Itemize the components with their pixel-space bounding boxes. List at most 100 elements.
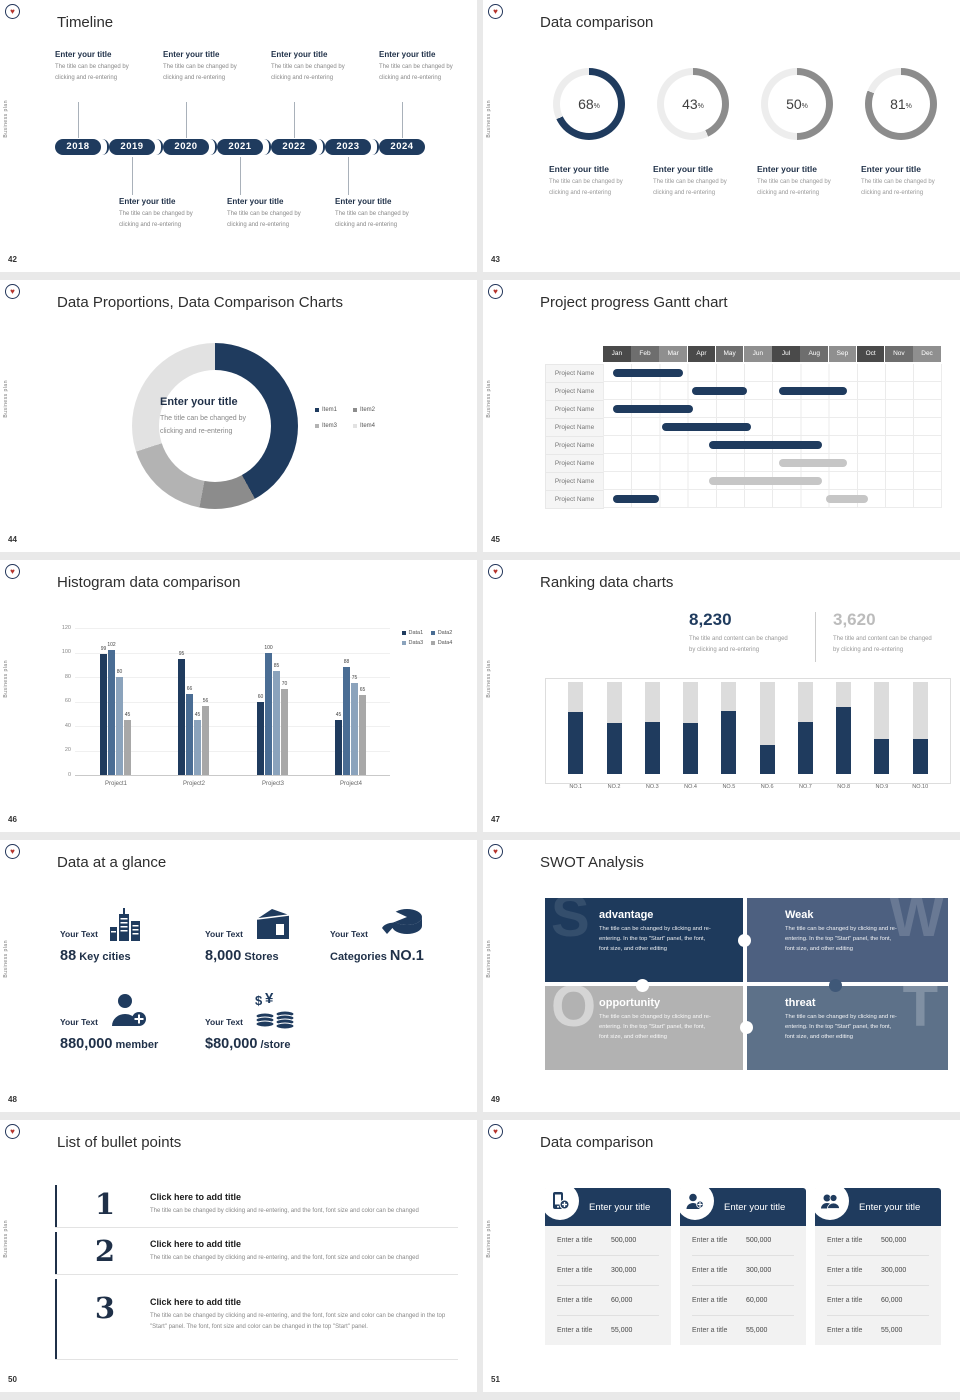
gantt-row-label: Project Name <box>545 382 604 401</box>
brand-logo-icon: ♥ <box>5 1124 20 1139</box>
slide-43-thumbnail[interactable]: ♥ Business plan Data comparison 43 68% En… <box>483 0 960 272</box>
bar-fill <box>912 739 928 774</box>
gantt-bar <box>779 387 847 395</box>
timeline-separator-icon <box>210 139 217 155</box>
swot-letter: T <box>902 986 938 1039</box>
pie-icon <box>381 909 422 934</box>
member-icon <box>111 994 146 1026</box>
timeline-entry-desc: The title can be changed by <box>119 211 193 217</box>
row-value: 55,000 <box>611 1327 633 1334</box>
bar <box>194 719 201 775</box>
progress-ring: 43% <box>657 68 729 140</box>
glance-item-members: Your Text 880,000 member <box>60 990 210 1053</box>
swot-heading: threat <box>785 997 816 1009</box>
row-label: Enter a title <box>827 1297 863 1304</box>
page-number: 48 <box>8 1095 17 1104</box>
bar-fill <box>759 744 775 774</box>
bullet-heading: Click here to add title <box>150 1297 242 1307</box>
x-axis-label: Project1 <box>104 781 127 787</box>
progress-ring-item: 43% Enter your title The title can be chan… <box>651 68 748 199</box>
card-row: Enter a title 60,000 <box>557 1286 659 1316</box>
card-body: Enter a title 500,000 Enter a title 300,000… <box>545 1226 671 1345</box>
legend-marker <box>315 424 319 428</box>
stat-value: 8,230 <box>689 610 732 629</box>
slide-47-thumbnail[interactable]: ♥ Business plan Ranking data charts 47 8… <box>483 560 960 832</box>
gantt-row-label: Project Name <box>545 364 604 383</box>
timeline-entry-desc: clicking and re-entering <box>163 74 226 81</box>
card-icon-circle <box>541 1182 579 1220</box>
y-axis-label: 60 <box>64 698 71 704</box>
vertical-brand-label: Business plan <box>486 1220 492 1258</box>
ring-item-desc: The title can be changed by <box>757 179 831 185</box>
gantt-month-header: May <box>715 346 744 362</box>
legend-label: Data1 <box>408 630 424 636</box>
slide-42-thumbnail[interactable]: ♥ Business plan Timeline 42 2018 2019 2020… <box>0 0 477 272</box>
histogram-canvas: 0 20 40 60 80 100 120 99 102 80 45 Project1 95 66 45 56… <box>0 560 477 832</box>
timeline-connector <box>132 157 133 195</box>
stat-desc: The title and content can be changed by … <box>689 636 788 654</box>
donut-chart <box>132 343 298 509</box>
card-row: Enter a title 60,000 <box>692 1286 794 1316</box>
slide-45-thumbnail[interactable]: ♥ Business plan Project progress Gantt c… <box>483 280 960 552</box>
progress-percent: 43 <box>682 96 698 112</box>
row-label: Enter a title <box>692 1297 728 1304</box>
slide-44-thumbnail[interactable]: ♥ Business plan Data Proportions, Data C… <box>0 280 477 552</box>
svg-text:¥: ¥ <box>265 992 274 1007</box>
timeline-entry-title: Enter your title <box>379 50 436 59</box>
row-label: Enter a title <box>557 1267 593 1274</box>
slide-46-thumbnail[interactable]: ♥ Business plan Histogram data compariso… <box>0 560 477 832</box>
x-axis-label: NO.4 <box>684 784 697 790</box>
timeline-canvas: 2018 2019 2020 2021 2022 2023 2024 Enter your t… <box>0 0 477 272</box>
slide-title: Data comparison <box>540 14 654 31</box>
bar <box>351 683 358 775</box>
vertical-brand-label: Business plan <box>486 940 492 978</box>
bullet-item-2: 2 Click here to add title The title can … <box>55 1232 458 1275</box>
ring-item-title: Enter your title <box>653 164 713 174</box>
gantt-month-header: Apr <box>687 346 716 362</box>
swot-quadrant-threat: T threat The title can be changed by cli… <box>747 986 948 1070</box>
y-axis-label: 40 <box>64 722 71 729</box>
timeline-entry-desc: clicking and re-entering <box>335 221 398 228</box>
swot-letter: W <box>889 898 944 949</box>
ranking-canvas: NO.1 NO.2 NO.3 NO.4 NO.5 NO.6 NO.7 NO.8 NO.9 NO.1… <box>483 560 960 832</box>
row-value: 55,000 <box>881 1327 903 1334</box>
page-number: 44 <box>8 535 17 544</box>
timeline-separator-icon <box>372 139 379 155</box>
swot-body: The title can be changed by clicking and… <box>785 1014 897 1041</box>
slide-title: Histogram data comparison <box>57 574 241 591</box>
legend-item: Item2 <box>353 407 375 413</box>
slide-48-thumbnail[interactable]: ♥ Business plan Data at a glance 48 Your… <box>0 840 477 1112</box>
bar <box>186 694 193 775</box>
comparison-card-1: Enter your title Enter a title 500,000 Ent… <box>541 1182 671 1345</box>
brand-logo-icon: ♥ <box>488 844 503 859</box>
timeline-entry-desc: clicking and re-entering <box>227 221 290 228</box>
bullet-item-3: 3 Click here to add title The title can … <box>55 1279 458 1360</box>
slide-51-thumbnail[interactable]: ♥ Business plan Data comparison 51 Enter… <box>483 1120 960 1392</box>
y-axis-label: 0 <box>67 771 71 778</box>
timeline-year-pill: 2018 <box>55 139 101 155</box>
bullet-number: 1 <box>94 1187 116 1221</box>
ranking-chart-frame <box>545 678 951 784</box>
coins-icon: $ ¥ <box>255 992 295 1030</box>
row-value: 300,000 <box>746 1267 772 1274</box>
bar <box>116 677 123 775</box>
puzzle-joint-icon <box>636 979 649 992</box>
x-axis-label: NO.10 <box>912 784 929 790</box>
timeline-entry-desc: clicking and re-entering <box>271 74 334 81</box>
row-label: Enter a title <box>692 1237 728 1244</box>
slide-50-thumbnail[interactable]: ♥ Business plan List of bullet points 50… <box>0 1120 477 1392</box>
bullet-number: 2 <box>94 1234 116 1268</box>
gantt-row-label: Project Name <box>545 472 604 491</box>
gantt-bar <box>662 423 752 431</box>
bullet-item-1: 1 Click here to add title The title can … <box>55 1185 458 1228</box>
x-axis-label: Project2 <box>182 781 205 787</box>
card-header: Enter your title <box>541 1182 671 1226</box>
bar-value-label: 66 <box>186 686 193 693</box>
glance-item-categories: Your Text Categories NO.1 <box>330 902 477 965</box>
gridline <box>75 701 390 703</box>
bar-value-label: 70 <box>281 681 288 688</box>
page-number: 45 <box>491 535 500 544</box>
gantt-row-label: Project Name <box>545 436 604 455</box>
slide-49-thumbnail[interactable]: ♥ Business plan SWOT Analysis 49 S advan… <box>483 840 960 1112</box>
legend-label: Data4 <box>437 640 453 646</box>
